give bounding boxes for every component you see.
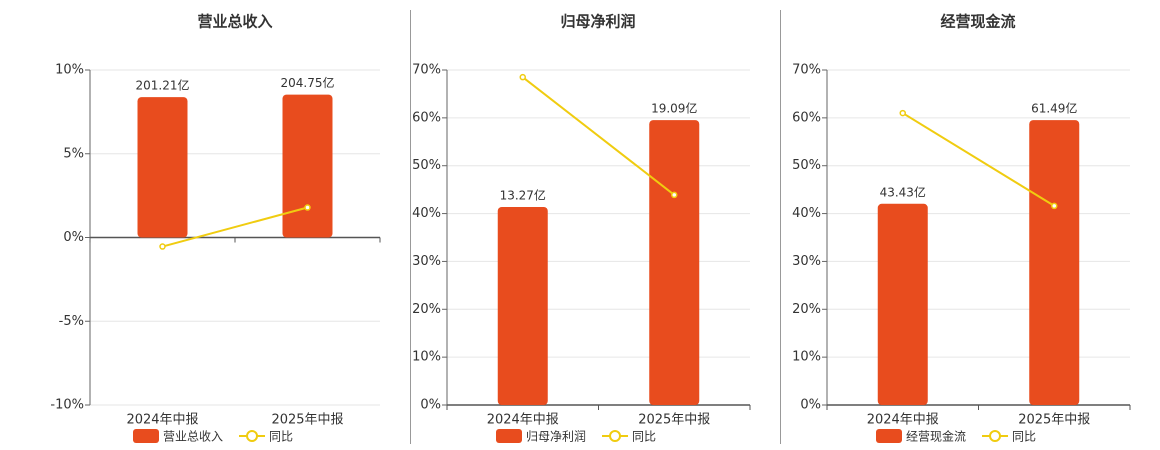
- line-point: [159, 243, 166, 250]
- y-tick-label: 10%: [412, 350, 441, 365]
- line-point: [1051, 202, 1058, 210]
- line-point: [519, 73, 526, 81]
- x-tick-label: 2025年中报: [638, 413, 710, 428]
- legend-label: 经营现金流: [906, 429, 966, 444]
- y-tick-label: 0%: [800, 398, 821, 413]
- data-label: 43.43亿: [880, 184, 926, 199]
- line-point: [899, 109, 906, 117]
- bar: [282, 94, 333, 238]
- y-tick-label: -5%: [59, 314, 84, 329]
- data-label: 13.27亿: [500, 187, 546, 202]
- y-tick-label: 10%: [792, 350, 821, 365]
- x-tick-label: 2024年中报: [867, 413, 939, 428]
- y-tick-label: 40%: [412, 206, 441, 221]
- line-point: [304, 204, 311, 211]
- bar: [497, 206, 548, 405]
- y-tick-label: 0%: [63, 230, 84, 245]
- y-tick-label: 30%: [412, 254, 441, 269]
- y-tick-label: 50%: [412, 158, 441, 173]
- legend-label: 同比: [632, 430, 656, 444]
- legend-label: 同比: [1012, 430, 1036, 444]
- y-tick-label: 70%: [792, 63, 821, 78]
- x-tick-label: 2024年中报: [126, 413, 198, 428]
- bar: [1029, 120, 1080, 405]
- legend-swatch: [133, 429, 159, 443]
- y-tick-label: 60%: [792, 110, 821, 125]
- legend-label: 同比: [269, 430, 293, 444]
- bar: [649, 120, 700, 405]
- x-tick-label: 2025年中报: [1018, 413, 1090, 428]
- legend-swatch: [989, 430, 1002, 442]
- bar: [877, 203, 928, 405]
- line: [162, 206, 308, 248]
- legend-swatch: [246, 430, 259, 442]
- y-tick-label: 20%: [792, 302, 821, 317]
- y-tick-label: 20%: [412, 302, 441, 317]
- chart-title: 经营现金流: [940, 13, 1015, 31]
- y-tick-label: 70%: [412, 63, 441, 78]
- data-label: 204.75亿: [281, 75, 335, 90]
- line: [522, 76, 675, 196]
- x-tick-label: 2025年中报: [271, 413, 343, 428]
- legend-swatch: [609, 430, 622, 442]
- x-tick-label: 2024年中报: [487, 413, 559, 428]
- y-tick-label: 50%: [792, 158, 821, 173]
- legend-label: 营业总收入: [163, 430, 223, 444]
- y-tick-label: -10%: [50, 398, 84, 413]
- data-label: 201.21亿: [136, 78, 190, 93]
- legend-swatch: [876, 429, 902, 443]
- chart-title: 营业总收入: [197, 13, 272, 31]
- line-point: [671, 191, 678, 199]
- data-label: 61.49亿: [1031, 101, 1077, 116]
- y-tick-label: 60%: [412, 110, 441, 125]
- y-tick-label: 5%: [63, 146, 84, 161]
- bar: [137, 97, 188, 238]
- data-label: 19.09亿: [651, 101, 697, 116]
- y-tick-label: 0%: [420, 398, 441, 413]
- line: [902, 112, 1055, 207]
- y-tick-label: 40%: [792, 206, 821, 221]
- y-tick-label: 10%: [55, 63, 84, 78]
- y-tick-label: 30%: [792, 254, 821, 269]
- legend-swatch: [496, 429, 522, 443]
- legend-label: 归母净利润: [526, 430, 586, 444]
- chart-title: 归母净利润: [560, 13, 635, 31]
